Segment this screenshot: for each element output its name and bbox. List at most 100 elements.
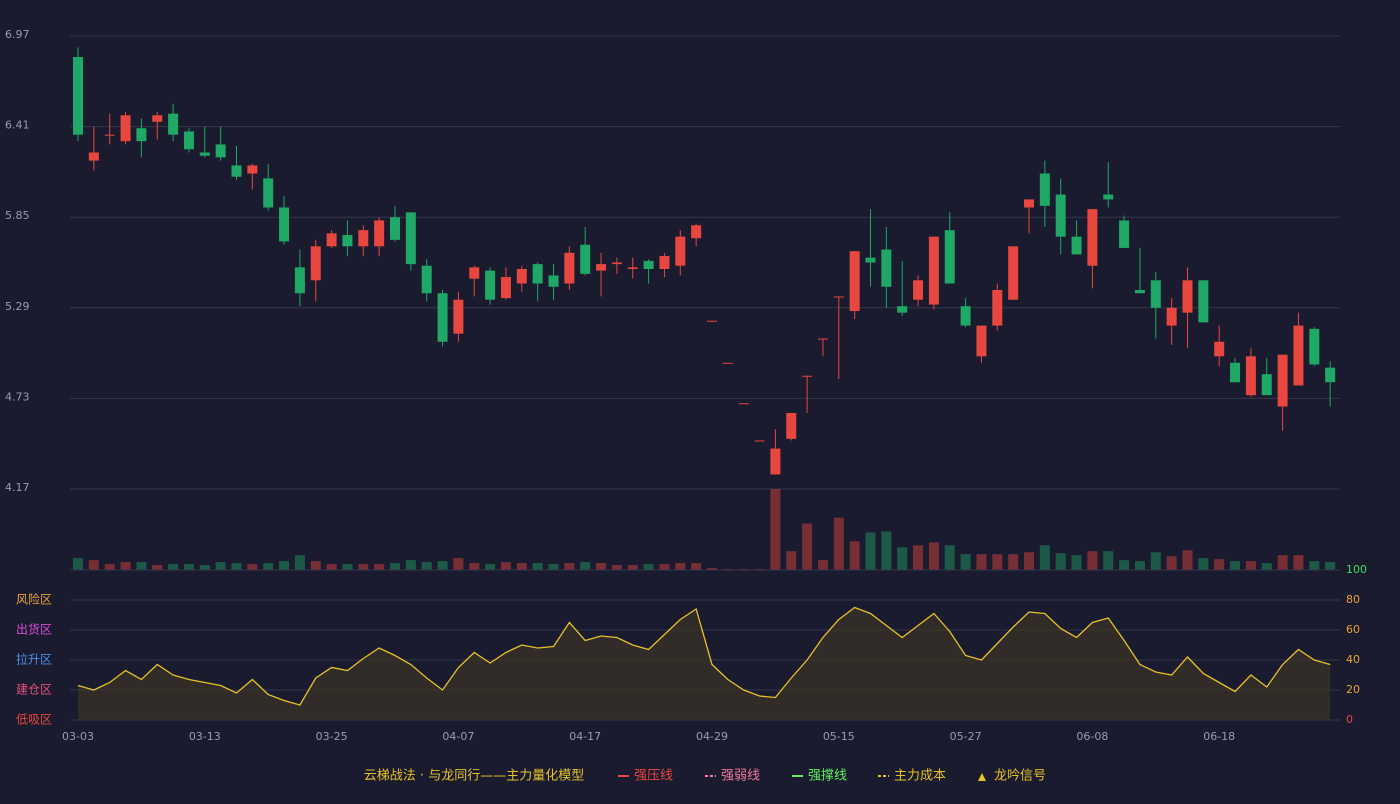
candle-body <box>358 230 369 247</box>
candle-body <box>992 290 1003 326</box>
candle-body <box>770 448 781 475</box>
volume-bar <box>500 562 511 570</box>
volume-bar <box>231 563 242 570</box>
volume-bar <box>580 562 591 570</box>
volume-bar <box>833 517 844 570</box>
volume-bar <box>707 568 717 570</box>
candle-body <box>722 362 733 364</box>
volume-bar <box>913 545 924 570</box>
candle-body <box>627 267 638 269</box>
candle-body <box>817 338 828 340</box>
indicator-line <box>77 606 1331 706</box>
candle-body <box>500 277 511 299</box>
zone-label: 拉升区 <box>16 652 52 667</box>
volume-bar <box>342 564 353 570</box>
volume-bar <box>73 558 83 570</box>
volume-bar <box>817 560 828 570</box>
candle-body <box>215 144 226 158</box>
y2-tick-label: 100 <box>1346 563 1367 576</box>
volume-bar <box>596 563 607 570</box>
candle-body <box>183 131 194 150</box>
volume-bar <box>881 531 892 570</box>
volume-bar <box>453 558 464 570</box>
x-tick-label: 05-27 <box>950 730 982 743</box>
x-tick-label: 04-07 <box>442 730 474 743</box>
candle-body <box>596 264 607 271</box>
volume-bar <box>564 563 575 570</box>
candle-body <box>1008 246 1019 300</box>
candle-body <box>960 306 971 326</box>
volume-bar <box>627 565 638 570</box>
volume-bar <box>152 565 163 570</box>
volume-bar <box>1325 562 1336 570</box>
y-tick-label: 6.41 <box>5 119 30 132</box>
x-tick-label: 03-03 <box>62 730 94 743</box>
candle-body <box>786 412 797 439</box>
volume-bar <box>1087 551 1098 570</box>
candle-body <box>1039 173 1050 206</box>
volume-bar <box>1245 561 1256 570</box>
volume-bar <box>120 562 131 570</box>
volume-bar <box>1309 561 1320 570</box>
candle-body <box>152 115 163 122</box>
volume-bar <box>390 563 400 570</box>
candle-body <box>326 233 337 247</box>
candle-body <box>1166 307 1177 326</box>
volume-bar <box>897 547 908 570</box>
volume-bar <box>960 554 971 570</box>
volume-bar <box>1230 561 1241 570</box>
x-tick-label: 03-13 <box>189 730 221 743</box>
y-tick-label: 4.17 <box>5 481 30 494</box>
candle-body <box>1150 280 1161 308</box>
candle-body <box>469 267 480 279</box>
volume-bar <box>675 563 686 570</box>
legend-icon <box>978 773 986 781</box>
volume-bar <box>643 564 654 570</box>
candle-body <box>611 262 622 265</box>
candle-body <box>1103 194 1114 200</box>
candle-body <box>897 306 908 313</box>
volume-bar <box>786 551 797 570</box>
candle-body <box>437 293 448 342</box>
volume-bar <box>611 565 622 570</box>
volume-bar <box>659 564 670 570</box>
candle-body <box>199 152 210 156</box>
candle-body <box>944 230 955 284</box>
candle-body <box>1293 325 1304 386</box>
candle-body <box>1134 290 1145 294</box>
volume-bar <box>1071 555 1082 570</box>
candle-body <box>643 260 654 269</box>
zone-label: 出货区 <box>16 622 52 637</box>
candle-body <box>1087 209 1098 266</box>
candle-body <box>263 178 274 208</box>
x-tick-label: 06-18 <box>1203 730 1235 743</box>
volume-bar <box>168 564 179 570</box>
volume-bar <box>263 563 274 570</box>
volume-bar <box>516 563 527 570</box>
volume-bar <box>849 541 860 570</box>
candle-body <box>421 265 432 294</box>
volume-bar <box>532 563 543 570</box>
volume-bar <box>1119 560 1130 570</box>
volume-bar <box>358 564 369 570</box>
candle-body <box>516 268 527 284</box>
candle-body <box>1325 367 1336 383</box>
x-tick-label: 03-25 <box>316 730 348 743</box>
candle-body <box>1230 362 1241 383</box>
candle-body <box>1198 280 1209 323</box>
candle-body <box>294 267 305 294</box>
candle-body <box>881 249 892 287</box>
x-tick-label: 04-17 <box>569 730 601 743</box>
volume-bar <box>215 562 226 570</box>
volume-bar <box>247 564 258 570</box>
legend-label: 强压线 <box>634 769 673 784</box>
volume-bar <box>1055 553 1066 570</box>
candle-body <box>104 134 115 136</box>
volume-bar <box>976 554 987 570</box>
volume-bar <box>1008 554 1019 570</box>
y2-tick-label: 20 <box>1346 683 1360 696</box>
volume-bar <box>294 555 305 570</box>
candle-body <box>564 252 575 284</box>
candle-body <box>1309 328 1320 365</box>
